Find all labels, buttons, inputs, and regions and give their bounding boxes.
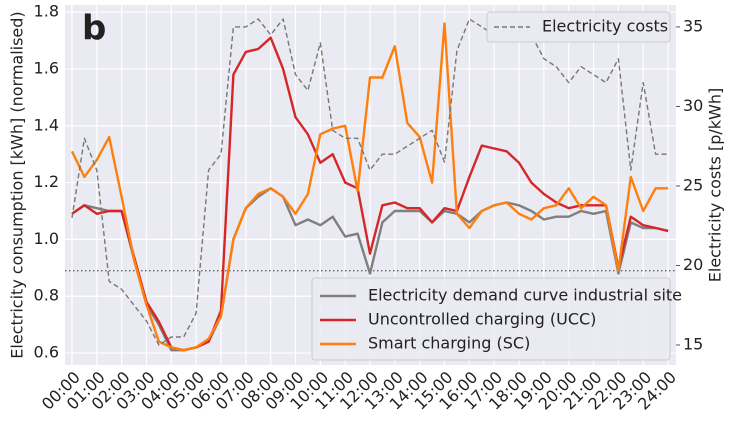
legend-label: Electricity demand curve industrial site (368, 286, 682, 305)
y-tick-label: 1.2 (34, 172, 59, 191)
series-line (70, 22, 669, 352)
y2-tick-label: 25 (683, 175, 703, 194)
series-line (71, 187, 669, 352)
legend-box (486, 11, 671, 43)
y-tick-label: 1.0 (34, 229, 59, 248)
y2-tick-label: 20 (683, 255, 703, 274)
y2-tick-label: 15 (683, 334, 703, 353)
y-tick-label: 1.6 (34, 58, 59, 77)
y2-axis-label: Electricity costs [p/kWh] (706, 88, 725, 282)
legend-label: Uncontrolled charging (UCC) (368, 310, 596, 329)
y-tick-label: 0.6 (34, 343, 59, 362)
y-axis-label: Electricity consumption [kWh] (normalise… (8, 11, 27, 358)
y2-tick-label: 30 (683, 96, 703, 115)
panel-label: b (82, 9, 106, 49)
legend-box (311, 277, 671, 361)
y-tick-label: 1.8 (34, 2, 59, 21)
series-line (71, 18, 669, 346)
legend-label: Smart charging (SC) (368, 334, 530, 353)
y-tick-label: 1.4 (34, 115, 59, 134)
legend-label: Electricity costs (542, 17, 668, 36)
y-tick-label: 0.8 (34, 286, 59, 305)
y2-tick-label: 35 (683, 16, 703, 35)
